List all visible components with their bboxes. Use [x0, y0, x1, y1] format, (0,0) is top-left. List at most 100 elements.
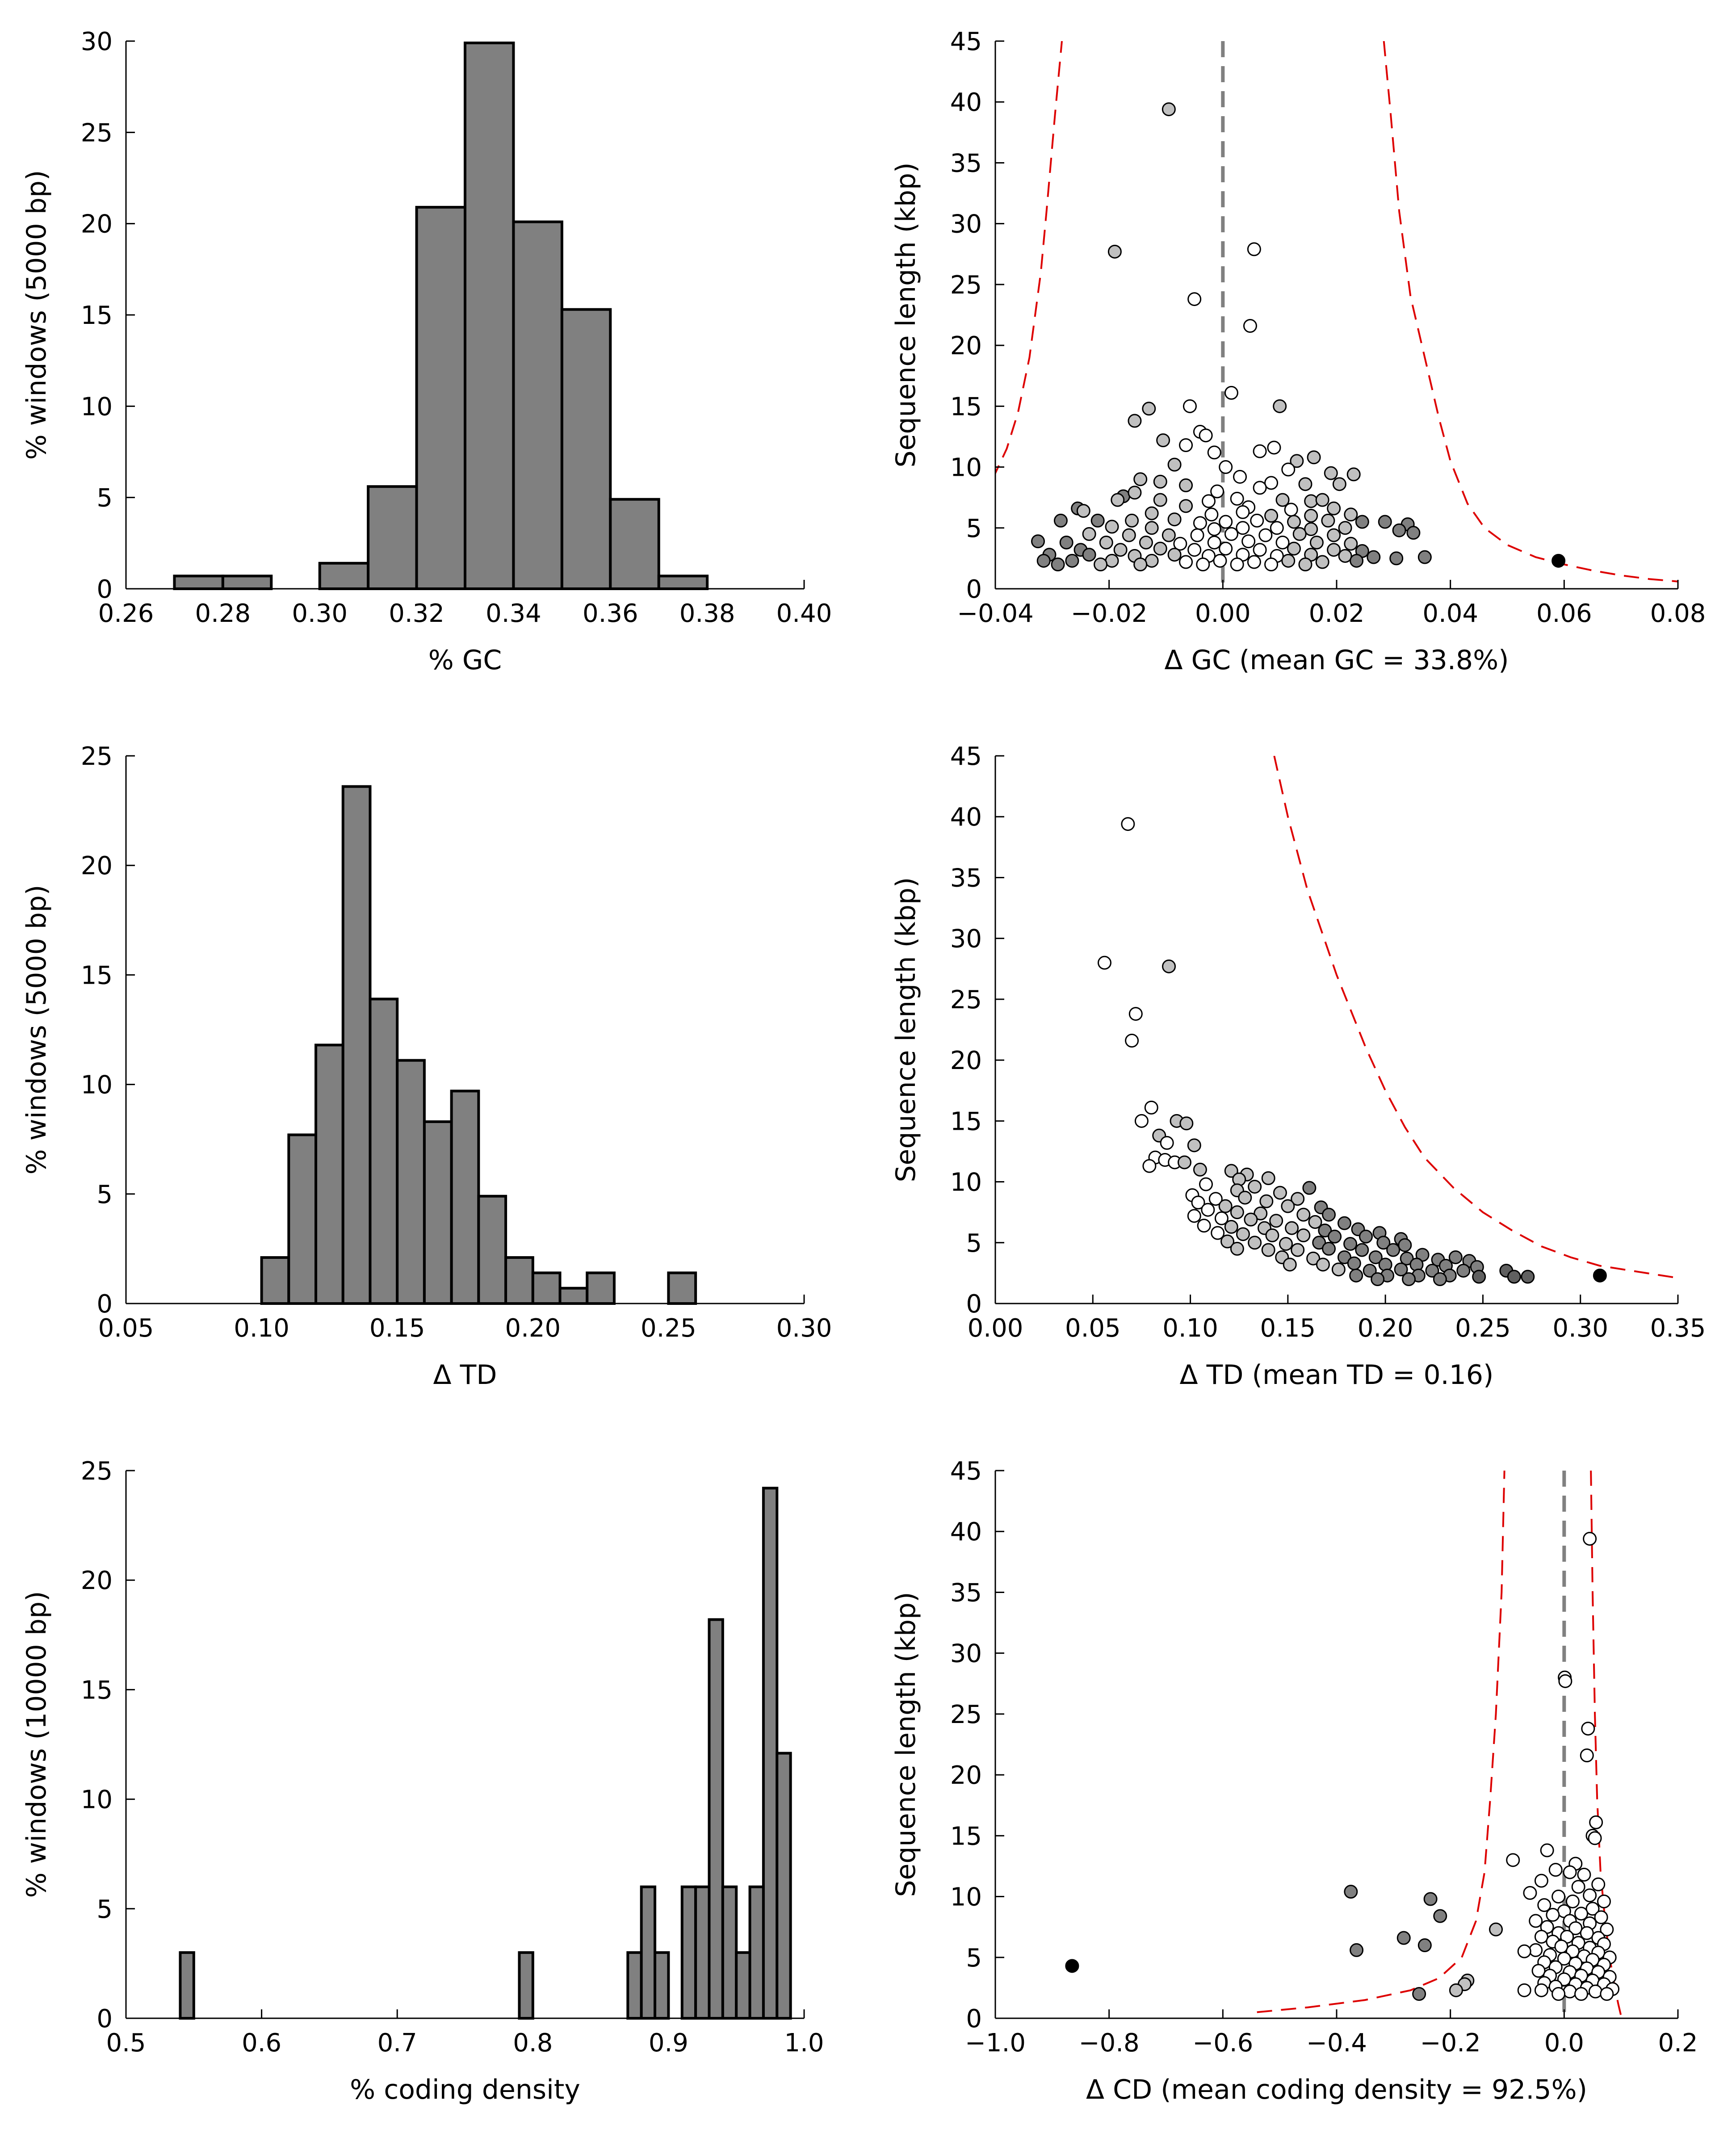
scatter-point: [1145, 521, 1159, 535]
scatter-point: [1230, 558, 1244, 572]
x-tick-label: 0.25: [1455, 1314, 1511, 1343]
y-tick-label: 15: [81, 961, 113, 990]
scatter-point: [1258, 528, 1273, 542]
x-tick-label: −0.8: [1079, 2029, 1140, 2058]
scatter-point: [1253, 543, 1267, 557]
histogram-bar: [640, 1885, 657, 2020]
scatter-point: [1153, 493, 1167, 507]
x-tick-label: −0.04: [957, 599, 1034, 628]
histogram-bar: [586, 1271, 616, 1305]
scatter-point: [1193, 1162, 1207, 1177]
scatter-point: [1284, 503, 1298, 517]
x-tick-label: 0.2: [1658, 2029, 1698, 2058]
histogram-bar: [531, 1271, 562, 1305]
scatter-point: [1406, 526, 1421, 540]
y-axis-label: Sequence length (kbp): [890, 1592, 922, 1897]
x-tick-label: 0.36: [583, 599, 638, 628]
scatter-point: [1355, 515, 1369, 529]
scatter-point: [1281, 553, 1296, 568]
scatter-point: [1292, 527, 1307, 541]
scatter-point: [1285, 1221, 1299, 1235]
scatter-point: [1304, 522, 1318, 537]
scatter-point: [1433, 1909, 1447, 1923]
scatter-point: [1167, 457, 1182, 472]
scatter-point: [1179, 1116, 1194, 1131]
scatter-point: [1128, 486, 1142, 500]
scatter-point: [1173, 537, 1187, 551]
histogram-bar: [367, 485, 418, 590]
histogram-bar: [657, 574, 709, 590]
scatter-point: [1230, 491, 1244, 506]
scatter-point: [1220, 1234, 1235, 1249]
scatter-point: [1219, 515, 1233, 529]
scatter-point: [1585, 1902, 1600, 1916]
scatter-point: [1594, 1910, 1608, 1924]
scatter-point: [1472, 1270, 1486, 1284]
scatter-point: [1105, 553, 1119, 568]
scatter-point: [1248, 1179, 1262, 1194]
scatter-point: [1139, 535, 1153, 549]
scatter-point: [1247, 555, 1261, 569]
y-tick-label: 15: [950, 1822, 982, 1851]
scatter-point: [1327, 528, 1341, 542]
y-tick-label: 15: [950, 392, 982, 421]
scatter-point: [1571, 1880, 1585, 1894]
scatter-point: [1264, 558, 1279, 572]
y-tick-label: 10: [950, 453, 982, 482]
scatter-point: [1133, 472, 1148, 486]
histogram-bar: [694, 1885, 711, 2020]
y-tick-label: 0: [96, 1290, 113, 1319]
y-tick-label: 0: [96, 575, 113, 604]
scatter-point: [1059, 535, 1073, 549]
x-tick-label: −1.0: [965, 2029, 1026, 2058]
x-axis-label: Δ CD (mean coding density = 92.5%): [1086, 2074, 1587, 2105]
x-tick-label: 0.10: [1162, 1314, 1218, 1343]
y-tick-label: 25: [950, 985, 982, 1015]
scatter-point: [1581, 1722, 1595, 1736]
y-axis-label: Sequence length (kbp): [890, 162, 922, 467]
x-tick-label: 0.35: [1650, 1314, 1706, 1343]
y-tick-label: 25: [950, 271, 982, 300]
scatter-point: [1296, 1207, 1311, 1222]
scatter-point: [1187, 543, 1202, 557]
scatter-point: [1304, 494, 1318, 508]
scatter-point: [1574, 1907, 1589, 1921]
scatter-point: [1327, 501, 1341, 516]
scatter-point: [1281, 1199, 1295, 1213]
scatter-point: [1529, 1943, 1543, 1957]
y-tick-label: 5: [966, 514, 982, 543]
threshold-curves: [1257, 1471, 1622, 2016]
scatter-point: [1224, 1164, 1238, 1178]
y-axis-label: % windows (5000 bp): [21, 170, 52, 460]
y-tick-label: 10: [81, 1071, 113, 1100]
scatter-point: [1315, 493, 1329, 507]
histogram-bar: [708, 1618, 724, 2020]
histogram-bar: [450, 1090, 480, 1305]
scatter-point: [1214, 1211, 1229, 1225]
scatter-point: [1331, 1262, 1346, 1277]
scatter-point: [1398, 1238, 1412, 1252]
x-tick-label: 0.30: [1552, 1314, 1608, 1343]
scatter-point: [1517, 1983, 1531, 1997]
y-tick-label: 10: [81, 392, 113, 421]
scatter-point: [1577, 1868, 1591, 1882]
y-tick-label: 45: [950, 27, 982, 56]
scatter-point: [1099, 535, 1113, 549]
histogram-bar: [318, 562, 370, 590]
scatter-point: [1219, 541, 1233, 556]
scatter-point: [1076, 504, 1090, 518]
scatter-point: [1179, 478, 1193, 492]
scatter-point: [1105, 520, 1119, 534]
y-tick-label: 35: [950, 1578, 982, 1607]
threshold-curves: [1273, 756, 1678, 1279]
y-tick-label: 25: [81, 118, 113, 147]
scatter-point: [1551, 553, 1566, 568]
scatter-point: [1448, 1250, 1463, 1264]
histogram-bar: [464, 42, 515, 590]
y-tick-label: 25: [81, 742, 113, 771]
scatter-point: [1051, 558, 1065, 572]
scatter-point: [1187, 1209, 1201, 1223]
y-tick-label: 5: [96, 484, 113, 513]
scatter-point: [1199, 428, 1213, 443]
scatter-point: [1344, 507, 1358, 522]
